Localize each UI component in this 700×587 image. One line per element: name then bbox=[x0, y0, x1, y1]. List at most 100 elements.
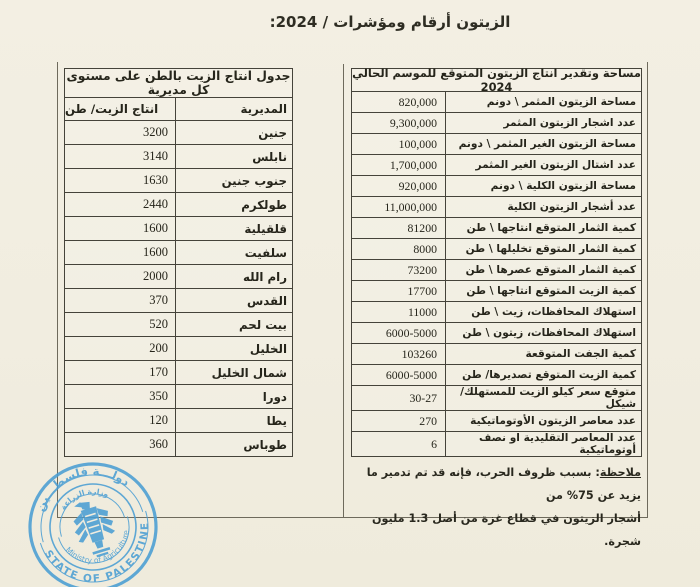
indicator-value-cell: 30-27 bbox=[409, 390, 437, 405]
oil-production-table: جدول انتاج الزيت بالطن على مستوى كل مدير… bbox=[64, 68, 293, 457]
directorate-cell: طولكرم bbox=[175, 193, 292, 216]
production-value-cell: 3140 bbox=[143, 149, 168, 163]
table-row: القدس 370 bbox=[65, 289, 292, 313]
production-value-cell: 1600 bbox=[143, 221, 168, 235]
table-row: استهلاك المحافظات، زيت \ طن 11000 bbox=[352, 302, 641, 323]
oil-table-body: جنين 3200 نابلس 3140 جنوب جنين 1630 طولك… bbox=[65, 121, 292, 456]
table-row: جنين 3200 bbox=[65, 121, 292, 145]
footnote-label: ملاحظة bbox=[599, 466, 641, 479]
svg-text:دولـــة فلسطـــين: دولـــة فلسطـــين bbox=[25, 458, 135, 516]
production-value-cell: 170 bbox=[149, 365, 168, 379]
production-column-header: انتاج الزيت/ طن bbox=[65, 102, 159, 116]
indicator-value-cell: 17700 bbox=[407, 283, 438, 298]
table-row: كمية الزيت المتوقع تصديرها/ طن 6000-5000 bbox=[352, 365, 641, 386]
table-row: مساحة الزيتون الغير المثمر \ دونم 100,00… bbox=[352, 134, 641, 155]
table-row: عدد اشجار الزيتون المثمر 9,300,000 bbox=[352, 113, 641, 134]
table-row: طولكرم 2440 bbox=[65, 193, 292, 217]
indicator-label-cell: عدد اشتال الزيتون الغير المثمر bbox=[445, 155, 641, 175]
production-value-cell: 200 bbox=[149, 341, 168, 355]
directorate-column-header: المديرية bbox=[175, 98, 292, 120]
table-row: كمية الثمار المتوقع عصرها \ طن 73200 bbox=[352, 260, 641, 281]
stamp-outer-ring bbox=[28, 462, 158, 587]
palestine-eagle-emblem bbox=[73, 501, 116, 558]
table-row: شمال الخليل 170 bbox=[65, 361, 292, 385]
indicator-value-cell: 9,300,000 bbox=[389, 115, 437, 130]
table-row: مساحة الزيتون الكلية \ دونم 920,000 bbox=[352, 176, 641, 197]
production-value-cell: 1600 bbox=[143, 245, 168, 259]
table-row: سلفيت 1600 bbox=[65, 241, 292, 265]
indicator-value-cell: 6 bbox=[431, 436, 437, 451]
table-row: دورا 350 bbox=[65, 385, 292, 409]
table-row: كمية الثمار المتوقع انتاجها \ طن 81200 bbox=[352, 218, 641, 239]
estimates-table-body: مساحة الزيتون المثمر \ دونم 820,000 عدد … bbox=[352, 92, 641, 456]
table-row: مساحة الزيتون المثمر \ دونم 820,000 bbox=[352, 92, 641, 113]
directorate-cell: جنوب جنين bbox=[175, 169, 292, 192]
indicator-label-cell: استهلاك المحافظات، زيت \ طن bbox=[445, 302, 641, 322]
footnote-line-1: ملاحظة: بسبب ظروف الحرب، فإنه قد تم تدمي… bbox=[352, 461, 641, 507]
table-row: نابلس 3140 bbox=[65, 145, 292, 169]
table-row: استهلاك المحافظات، زيتون \ طن 6000-5000 bbox=[352, 323, 641, 344]
production-value-cell: 360 bbox=[149, 437, 168, 451]
oil-table-title: جدول انتاج الزيت بالطن على مستوى كل مدير… bbox=[65, 69, 292, 98]
production-value-cell: 520 bbox=[149, 317, 168, 331]
indicator-label-cell: مساحة الزيتون المثمر \ دونم bbox=[445, 92, 641, 112]
indicator-label-cell: كمية الثمار المتوقع عصرها \ طن bbox=[445, 260, 641, 280]
indicator-label-cell: عدد معاصر الزيتون الأوتوماتيكية bbox=[445, 411, 641, 431]
indicator-label-cell: استهلاك المحافظات، زيتون \ طن bbox=[445, 323, 641, 343]
indicator-value-cell: 6000-5000 bbox=[385, 325, 437, 340]
directorate-cell: يطا bbox=[175, 409, 292, 432]
indicator-label-cell: كمية الزيت المتوقع تصديرها/ طن bbox=[445, 365, 641, 385]
table-row: عدد معاصر الزيتون الأوتوماتيكية 270 bbox=[352, 411, 641, 432]
outer-frame bbox=[57, 62, 648, 518]
directorate-cell: رام الله bbox=[175, 265, 292, 288]
directorate-cell: دورا bbox=[175, 385, 292, 408]
table-row: رام الله 2000 bbox=[65, 265, 292, 289]
indicator-label-cell: عدد اشجار الزيتون المثمر bbox=[445, 113, 641, 133]
footnote-line-2: أشجار الزيتون في قطاع غزة من أصل 1.3 ملي… bbox=[371, 512, 641, 548]
indicator-value-cell: 920,000 bbox=[398, 178, 437, 193]
indicator-value-cell: 103260 bbox=[401, 346, 437, 361]
indicator-value-cell: 820,000 bbox=[398, 94, 437, 109]
indicator-value-cell: 270 bbox=[419, 413, 437, 428]
indicator-label-cell: كمية الثمار المتوقع تخليلها \ طن bbox=[445, 239, 641, 259]
table-row: قلقيلية 1600 bbox=[65, 217, 292, 241]
indicator-value-cell: 1,700,000 bbox=[389, 157, 437, 172]
production-value-cell: 350 bbox=[149, 389, 168, 403]
production-value-cell: 2000 bbox=[143, 269, 168, 283]
table-row: عدد أشجار الزيتون الكلية 11,000,000 bbox=[352, 197, 641, 218]
estimates-table-title: مساحة وتقدير انتاج الزيتون المتوقع للموس… bbox=[352, 66, 641, 94]
directorate-cell: نابلس bbox=[175, 145, 292, 168]
indicator-value-cell: 8000 bbox=[413, 241, 437, 256]
table-row: متوقع سعر كيلو الزيت للمستهلك/شيكل 30-27 bbox=[352, 386, 641, 411]
table-row: كمية الثمار المتوقع تخليلها \ طن 8000 bbox=[352, 239, 641, 260]
directorate-cell: قلقيلية bbox=[175, 217, 292, 240]
directorate-cell: سلفيت bbox=[175, 241, 292, 264]
indicator-label-cell: مساحة الزيتون الغير المثمر \ دونم bbox=[445, 134, 641, 154]
indicator-label-cell: كمية الثمار المتوقع انتاجها \ طن bbox=[445, 218, 641, 238]
directorate-cell: الخليل bbox=[175, 337, 292, 360]
directorate-cell: شمال الخليل bbox=[175, 361, 292, 384]
table-row: عدد المعاصر التقليدية او نصف أوتوماتيكية… bbox=[352, 432, 641, 456]
production-value-cell: 370 bbox=[149, 293, 168, 307]
indicator-label-cell: كمية الجفت المتوقعة bbox=[445, 344, 641, 364]
indicator-label-cell: متوقع سعر كيلو الزيت للمستهلك/شيكل bbox=[445, 386, 641, 410]
table-row: يطا 120 bbox=[65, 409, 292, 433]
footnote-text-1: : بسبب ظروف الحرب، فإنه قد تم تدمير ما ي… bbox=[366, 466, 641, 502]
indicator-value-cell: 81200 bbox=[407, 220, 438, 235]
indicator-label-cell: مساحة الزيتون الكلية \ دونم bbox=[445, 176, 641, 196]
page-title: الزيتون أرقام ومؤشرات / 2024: bbox=[269, 13, 511, 31]
stamp-arabic-state-text: دولـــة فلسطـــين bbox=[25, 458, 135, 516]
production-value-cell: 1630 bbox=[143, 173, 168, 187]
indicator-value-cell: 11000 bbox=[407, 304, 437, 319]
indicator-value-cell: 73200 bbox=[407, 262, 438, 277]
table-row: كمية الجفت المتوقعة 103260 bbox=[352, 344, 641, 365]
table-row: بيت لحم 520 bbox=[65, 313, 292, 337]
oil-table-column-headers: المديرية انتاج الزيت/ طن bbox=[65, 98, 292, 121]
table-row: الخليل 200 bbox=[65, 337, 292, 361]
production-value-cell: 3200 bbox=[143, 125, 168, 139]
ministry-stamp: دولـــة فلسطـــين وزارة الزراعة Ministry… bbox=[25, 458, 162, 587]
indicator-label-cell: عدد المعاصر التقليدية او نصف أوتوماتيكية bbox=[445, 432, 641, 456]
directorate-cell: القدس bbox=[175, 289, 292, 312]
table-row: طوباس 360 bbox=[65, 433, 292, 456]
